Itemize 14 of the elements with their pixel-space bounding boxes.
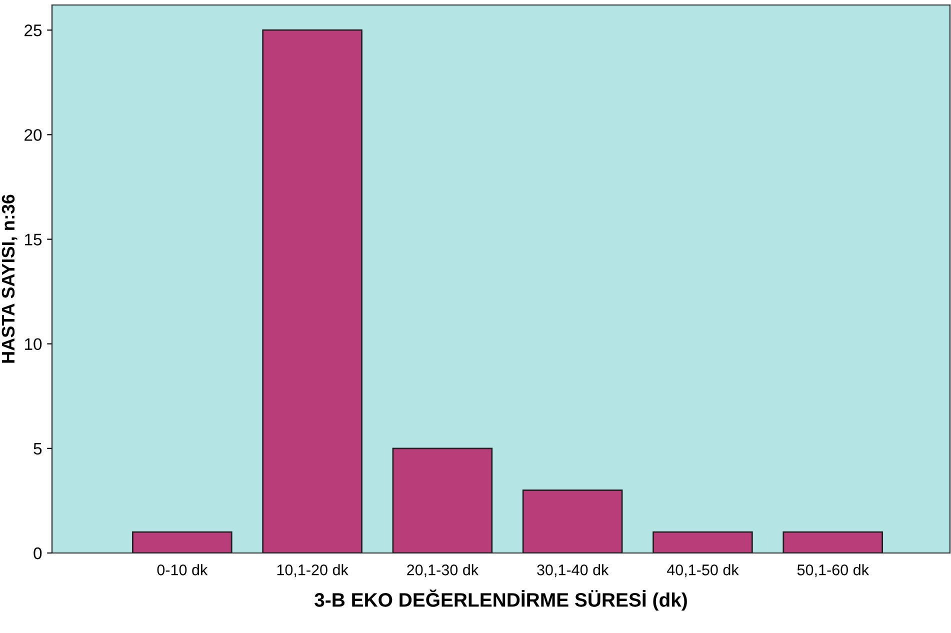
x-tick-label: 20,1-30 dk: [407, 564, 479, 578]
y-tick-label: 15: [25, 234, 42, 246]
y-tick-label: 20: [24, 129, 42, 141]
y-tick-label: 0: [34, 547, 42, 560]
y-tick-label: 10: [25, 338, 42, 350]
x-tick-label: 10,1-20 dk: [277, 564, 348, 578]
y-axis-title: HASTA SAYISI, n:36: [2, 194, 18, 363]
x-tick-label: 30,1-40 dk: [537, 564, 609, 578]
y-tick-label: 25: [24, 24, 42, 36]
x-tick-label: 0-10 dk: [157, 564, 208, 576]
x-tick-label: 50,1-60 dk: [797, 564, 869, 578]
x-tick-label: 40,1-50 dk: [666, 564, 739, 578]
x-axis-title: 3-B EKO DEĞERLENDİRME SÜRESİ (dk): [314, 589, 687, 611]
y-tick-label: 5: [34, 442, 42, 455]
